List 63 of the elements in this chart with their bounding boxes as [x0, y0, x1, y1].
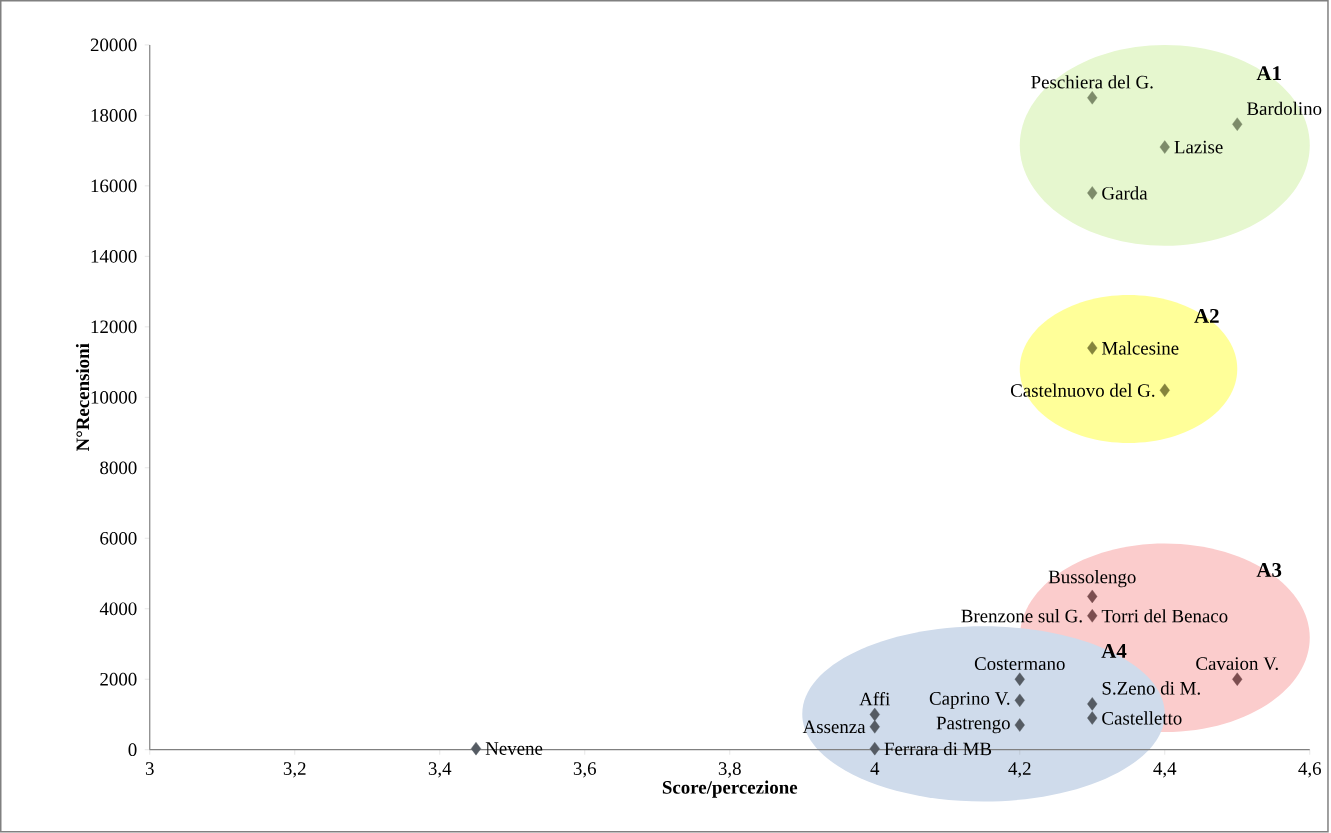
y-tick-label: 18000 — [91, 109, 137, 122]
annotation: Garda — [1102, 186, 1148, 200]
point — [1087, 711, 1098, 725]
x-tick-label: 3 — [145, 762, 154, 776]
annotation: Malcesine — [1101, 341, 1179, 355]
x-tick-label: 3,4 — [428, 762, 452, 778]
annotation: Ferrara di MB — [884, 742, 992, 756]
annotation: Peschiera del G. — [1031, 75, 1153, 89]
y-tick-label: 0 — [128, 743, 137, 757]
point — [1232, 117, 1243, 132]
point — [470, 742, 482, 756]
point — [1159, 383, 1170, 398]
y-tick-label: 16000 — [91, 179, 137, 193]
x-tick-label: 3,8 — [718, 762, 741, 778]
point — [869, 742, 880, 756]
text: A2 — [1194, 309, 1219, 323]
annotation: Brenzone sul G. — [961, 609, 1082, 623]
x-tick-label: 4,4 — [1153, 762, 1177, 778]
annotation: Assenza — [802, 720, 866, 734]
annotation: Bussolengo — [1048, 570, 1136, 588]
point — [1087, 697, 1098, 711]
annotation: S.Zeno di M. — [1102, 681, 1200, 695]
y-tick-label: 4000 — [99, 602, 137, 616]
point — [1014, 672, 1025, 687]
point — [1014, 718, 1025, 732]
y-tick-label: 12000 — [91, 320, 137, 334]
annotation: Bardolino — [1246, 101, 1322, 116]
annotation: Affi — [859, 692, 890, 706]
series-label: A4 — [1101, 644, 1127, 658]
text: A1 — [1256, 66, 1281, 81]
point — [1159, 140, 1170, 155]
annotation: Torri del Benaco — [1101, 609, 1228, 623]
point — [869, 708, 880, 722]
y-axis-title: N°Recensioni — [75, 343, 90, 452]
x-tick-label: 4,6 — [1298, 762, 1321, 778]
annotation: Costermano — [974, 657, 1065, 671]
annotation: Lazise — [1174, 140, 1223, 154]
point — [1014, 693, 1025, 708]
annotation: Castelletto — [1102, 711, 1182, 725]
point — [1087, 341, 1098, 355]
y-tick-label: 6000 — [100, 532, 137, 545]
x-tick-label: 4 — [870, 762, 880, 775]
y-tick-label: 8000 — [100, 461, 137, 475]
annotation: Nevene — [485, 742, 543, 756]
point — [1087, 609, 1098, 623]
x-axis-title: Score/percezione — [662, 780, 798, 798]
point — [1087, 589, 1098, 604]
x-tick-label: 3,6 — [573, 762, 596, 778]
annotation: Castelnuovo del G. — [1010, 383, 1155, 398]
annotation: Pastrengo — [936, 717, 1010, 734]
text: A3 — [1256, 563, 1282, 578]
x-tick-label: 3,2 — [283, 762, 306, 778]
point — [1232, 672, 1243, 687]
x-tick-label: 4,2 — [1008, 762, 1031, 778]
point — [869, 720, 880, 734]
y-tick-label: 20000 — [90, 38, 137, 52]
annotation: Cavaion V. — [1196, 657, 1278, 671]
annotation: Caprino V. — [929, 692, 1010, 709]
y-tick-label: 14000 — [91, 250, 137, 263]
y-tick-label: 10000 — [91, 391, 137, 404]
point — [1087, 91, 1098, 105]
point — [1087, 186, 1098, 200]
y-tick-label: 2000 — [100, 673, 137, 686]
